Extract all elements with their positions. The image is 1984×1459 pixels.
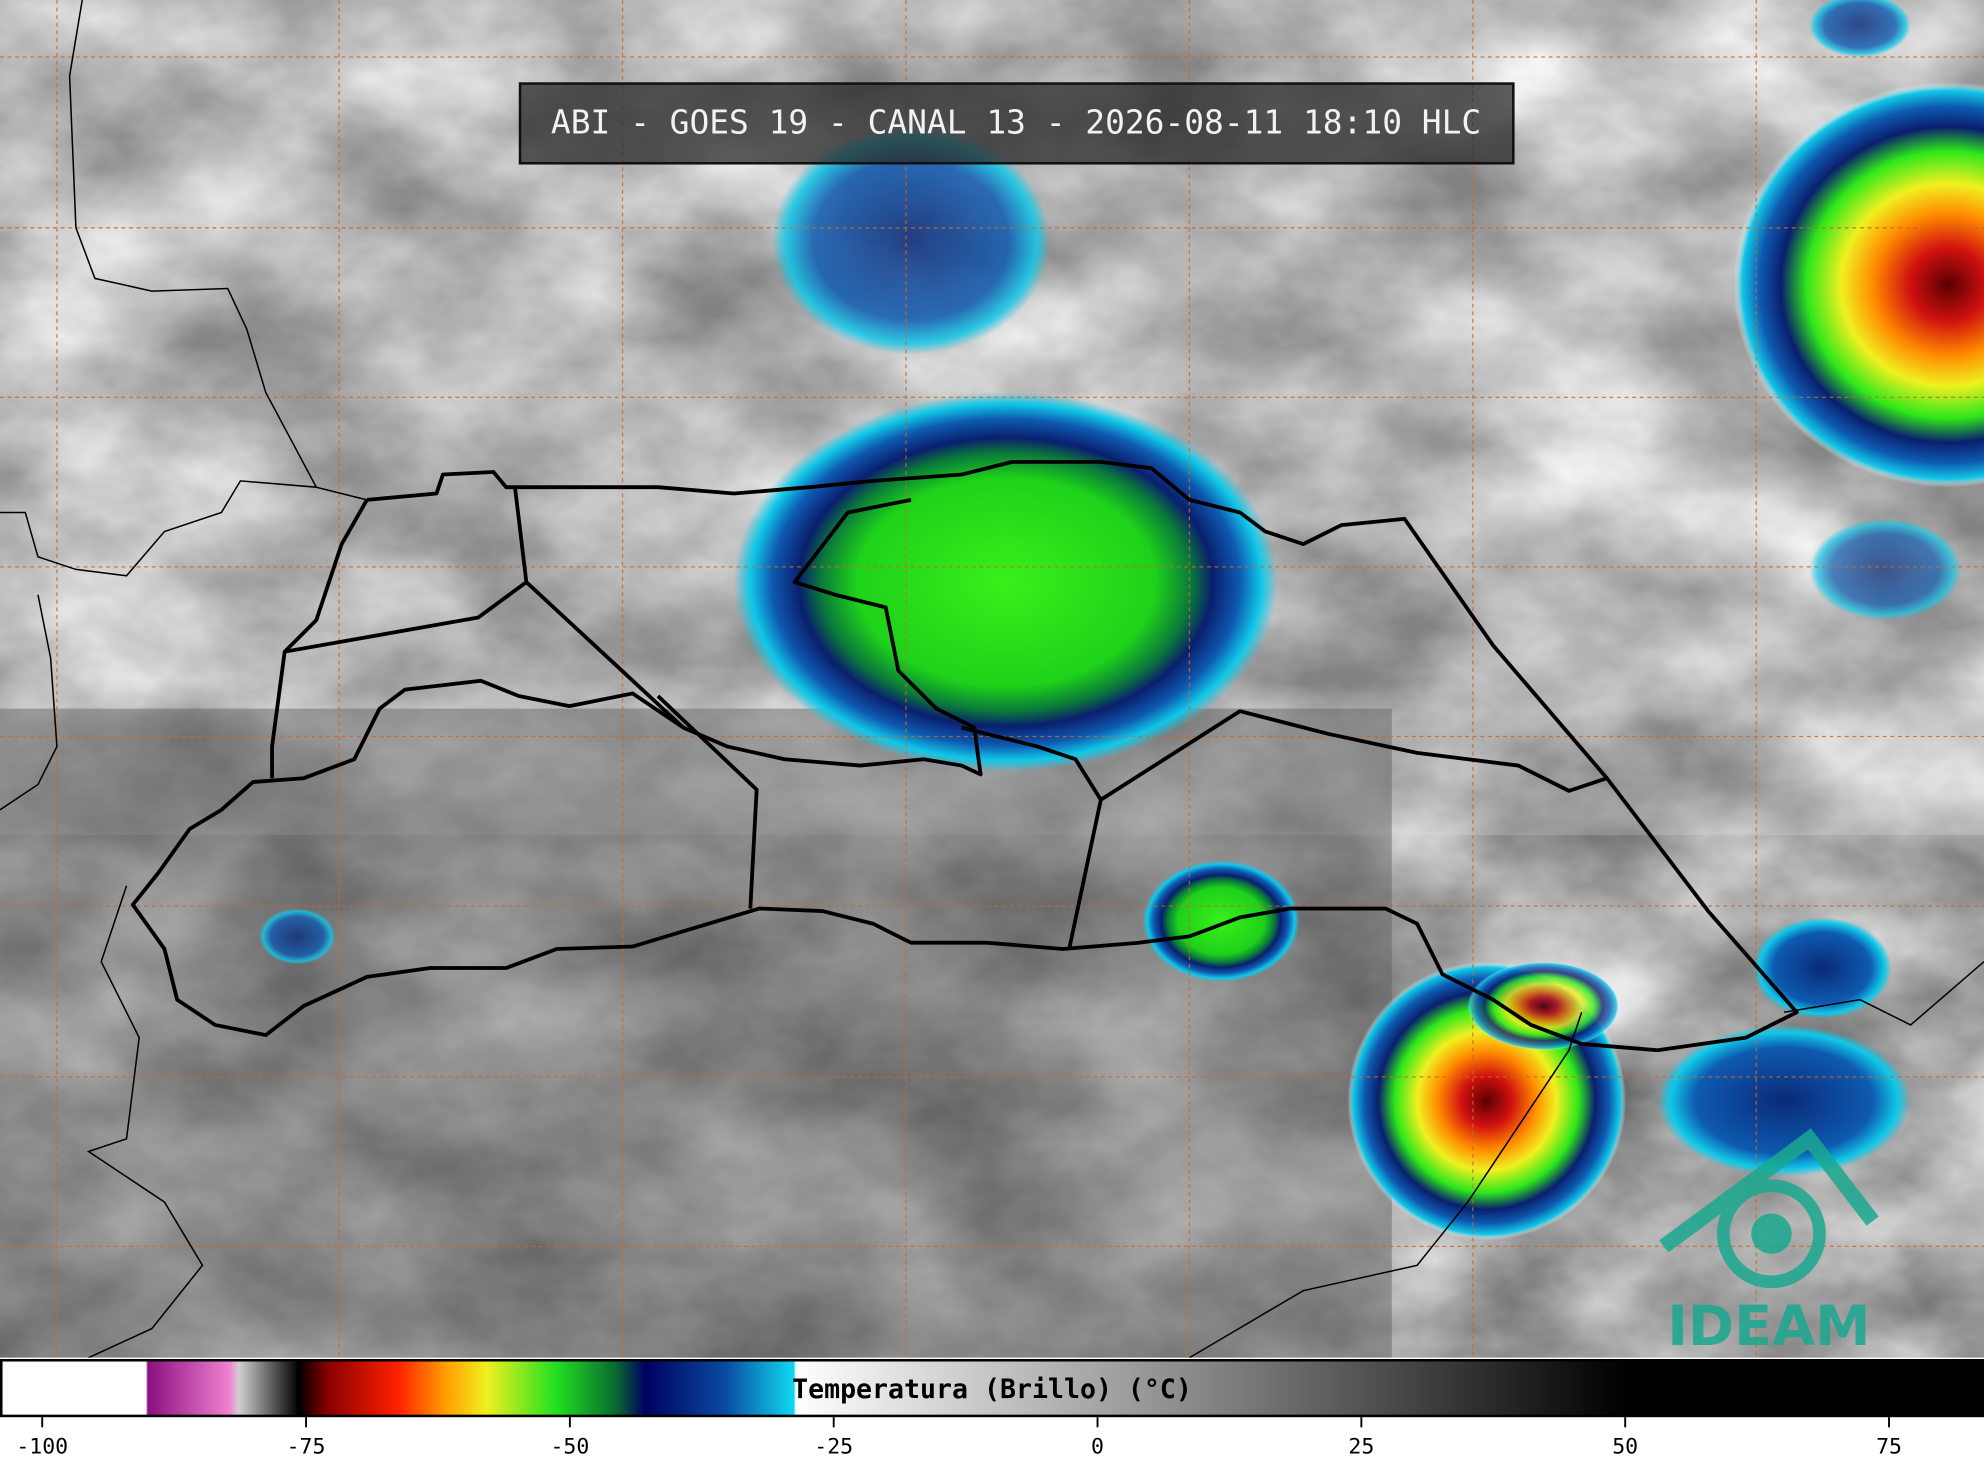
map (0, 0, 1984, 1359)
colorbar-tick-label: 0 (1091, 1435, 1104, 1459)
colorbar-tick-label: 25 (1348, 1435, 1374, 1459)
colorbar-tick-label: -100 (16, 1435, 68, 1459)
title-box: ABI - GOES 19 - CANAL 13 - 2026-08-11 18… (518, 82, 1515, 165)
colorbar-tick-label: -25 (814, 1435, 853, 1459)
logo: IDEAM (1659, 1128, 1879, 1359)
colorbar: Temperatura (Brillo) (°C) (0, 1357, 1984, 1419)
colorbar-tick-label: -50 (550, 1435, 589, 1459)
colorbar-label: Temperatura (Brillo) (°C) (792, 1374, 1192, 1405)
logo-text: IDEAM (1667, 1294, 1870, 1359)
map-title: ABI - GOES 19 - CANAL 13 - 2026-08-11 18… (551, 103, 1481, 142)
colorbar-tick-label: -75 (287, 1435, 326, 1459)
colorbar-tick-label: 75 (1876, 1435, 1902, 1459)
colorbar-tick-label: 50 (1612, 1435, 1638, 1459)
